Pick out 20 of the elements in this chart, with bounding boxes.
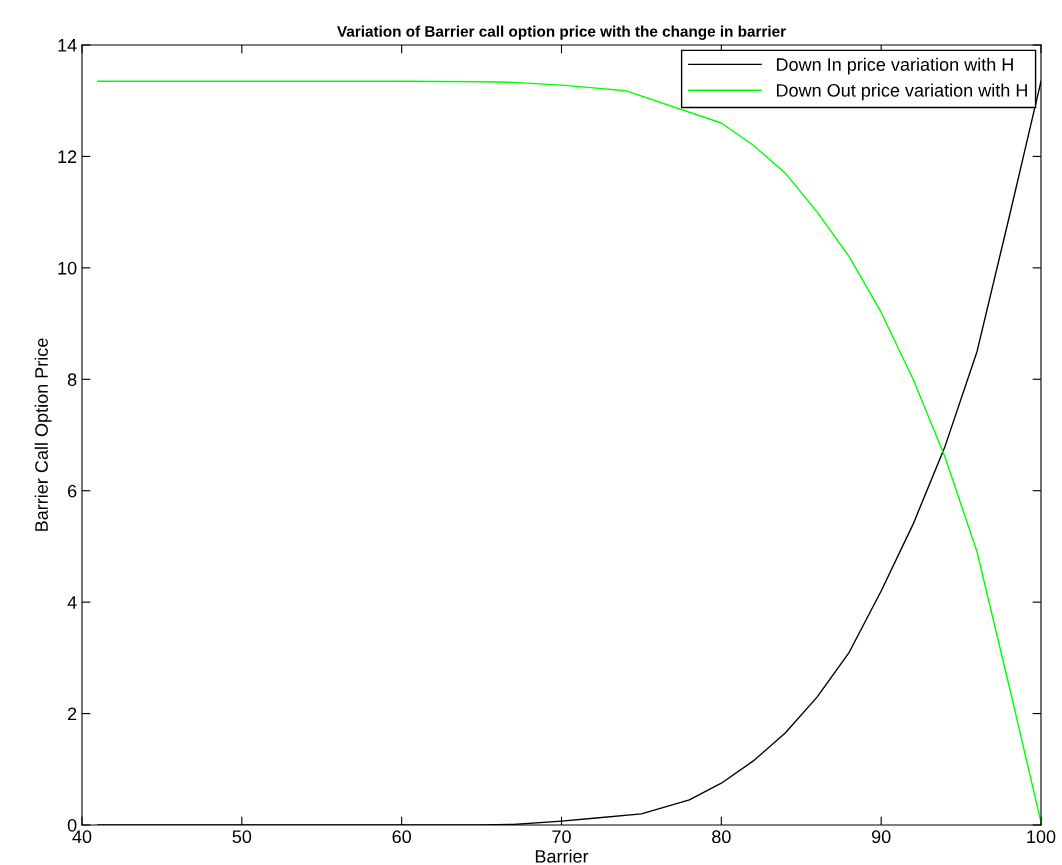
y-tick-label: 12 [58,150,77,163]
y-tick-label: 0 [67,818,77,832]
y-axis-title: Barrier Call Option Price [34,338,52,531]
y-tick-label: 2 [68,707,77,721]
x-tick-label: 70 [552,830,571,844]
y-tick-label: 4 [67,596,77,609]
legend-label: Down Out price variation with H [776,83,1027,101]
x-tick-label: 40 [72,830,92,844]
x-tick-label: 100 [1027,830,1056,844]
x-tick-label: 80 [712,830,731,844]
y-tick-label: 8 [67,373,77,387]
x-tick-label: 50 [232,830,252,844]
x-tick-label: 60 [392,830,411,844]
y-tick-label: 6 [68,484,77,498]
y-tick-label: 10 [58,261,77,275]
x-tick-label: 90 [871,830,891,844]
y-tick-label: 14 [58,39,77,52]
legend-label: Down In price variation with H [776,57,1013,75]
chart-title: Variation of Barrier call option price with the change in barrier [337,25,786,40]
x-axis-title: Barrier [535,849,589,863]
